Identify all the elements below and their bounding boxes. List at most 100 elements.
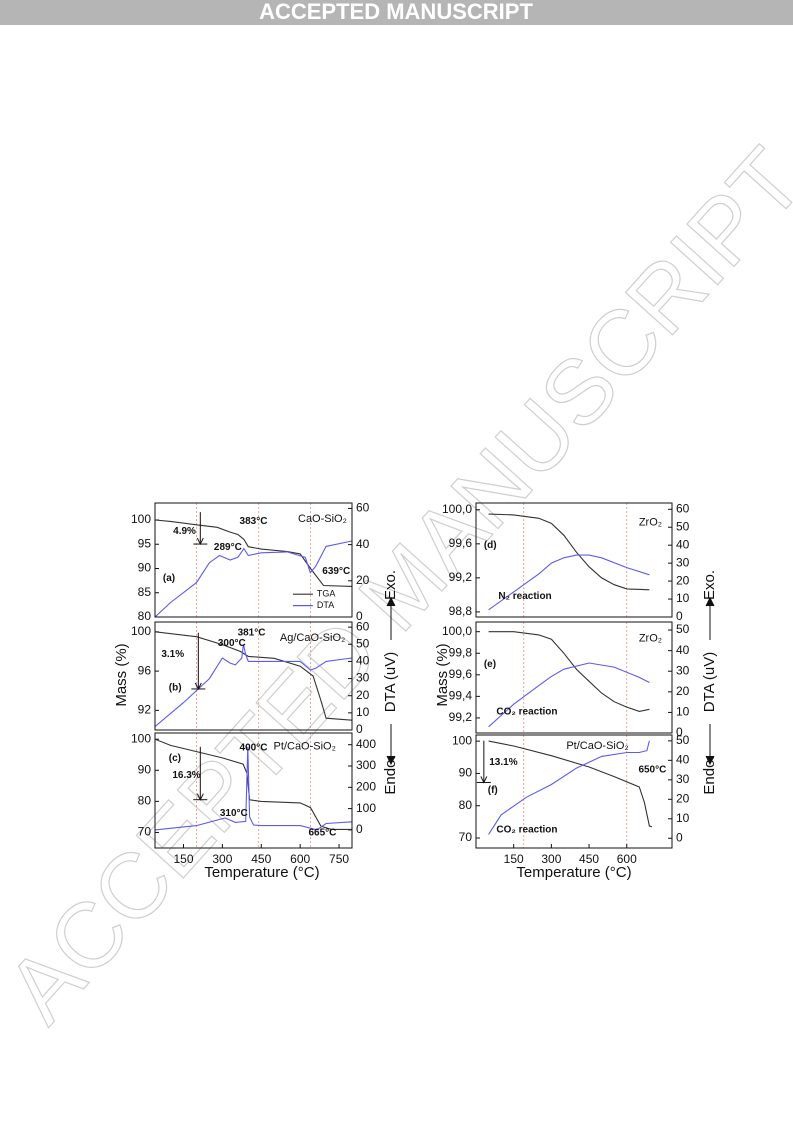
annotation: 650°C: [638, 765, 666, 776]
y2-tick-label: 30: [676, 555, 690, 569]
y-tick-label: 80: [459, 798, 473, 812]
y-tick-label: 99,4: [449, 689, 473, 703]
x-axis-label: Temperature (°C): [204, 864, 319, 881]
annotation: 4.9%: [173, 526, 196, 537]
y2-tick-label: 40: [676, 752, 690, 766]
y2-tick-label: 400: [356, 737, 376, 751]
y2-tick-label: 50: [676, 519, 690, 533]
x-tick-label: 300: [541, 852, 561, 866]
banner: [0, 0, 793, 25]
y2-tick-label: 40: [676, 537, 690, 551]
y2-tick-label: 60: [356, 619, 370, 633]
x-tick-label: 300: [212, 852, 232, 866]
panel-label: (e): [484, 659, 496, 670]
y2-tick-label: 20: [356, 573, 370, 587]
y2-axis-label: DTA (uV): [382, 652, 399, 713]
y-tick-label: 90: [138, 561, 152, 575]
y-tick-label: 99,2: [449, 710, 473, 724]
y-tick-label: 100: [131, 624, 151, 638]
annotation: 3.1%: [161, 649, 184, 660]
y-tick-label: 100,0: [442, 502, 472, 516]
y-tick-label: 100,0: [442, 624, 472, 638]
y-tick-label: 100: [131, 512, 151, 526]
annotation: 13.1%: [489, 757, 517, 768]
panel-title: ZrO₂: [639, 633, 662, 645]
y-tick-label: 92: [138, 703, 152, 717]
y-tick-label: 90: [138, 762, 152, 776]
annotation: CO₂ reaction: [496, 825, 557, 836]
panel-label: (a): [163, 573, 175, 584]
series-line: [155, 746, 352, 831]
x-tick-label: 150: [173, 852, 193, 866]
y2-tick-label: 60: [676, 501, 690, 515]
y2-tick-label: 0: [676, 725, 683, 739]
plot-frame: [475, 734, 673, 849]
annotation: 400°C: [240, 743, 268, 754]
y2-tick-label: 20: [676, 684, 690, 698]
y2-tick-label: 10: [676, 591, 690, 605]
series-line: [488, 740, 650, 835]
series-line: [488, 662, 650, 728]
annotation: 16.3%: [172, 770, 200, 781]
x-tick-label: 600: [617, 852, 637, 866]
x-tick-label: 150: [504, 852, 524, 866]
y2-tick-label: 30: [356, 671, 370, 685]
y2-tick-label: 20: [676, 573, 690, 587]
exo-label: Exo.: [382, 570, 399, 600]
y-tick-label: 95: [138, 536, 152, 550]
series-line: [155, 631, 352, 721]
annotation: 310°C: [220, 808, 248, 819]
y-tick-label: 80: [138, 609, 152, 623]
plot-frame: [475, 621, 673, 734]
annotation: 300°C: [218, 638, 246, 649]
x-tick-label: 450: [579, 852, 599, 866]
y-tick-label: 98,8: [449, 604, 473, 618]
y2-tick-label: 40: [356, 537, 370, 551]
annotation: 665°C: [308, 828, 336, 839]
y2-tick-label: 40: [676, 643, 690, 657]
y-tick-label: 70: [138, 825, 152, 839]
y2-tick-label: 0: [356, 722, 363, 736]
y2-tick-label: 20: [676, 791, 690, 805]
panel-label: (f): [488, 785, 498, 796]
y-tick-label: 99,6: [449, 667, 473, 681]
legend-label: DTA: [317, 600, 334, 610]
y-tick-label: 70: [459, 830, 473, 844]
y2-tick-label: 300: [356, 758, 376, 772]
y-tick-label: 90: [459, 766, 473, 780]
y2-tick-label: 60: [356, 501, 370, 515]
y2-tick-label: 40: [356, 654, 370, 668]
y-tick-label: 96: [138, 663, 152, 677]
y2-tick-label: 200: [356, 779, 376, 793]
endo-label: Endo.: [382, 755, 399, 794]
endo-label: Endo.: [701, 755, 718, 794]
x-tick-label: 600: [290, 852, 310, 866]
y2-tick-label: 10: [356, 705, 370, 719]
legend-label: TGA: [317, 589, 336, 599]
plot-frame: [154, 621, 353, 731]
y2-axis-label: DTA (uV): [701, 652, 718, 713]
y-axis-label: Mass (%): [113, 643, 130, 706]
y-tick-label: 100: [452, 733, 472, 747]
y-tick-label: 100: [131, 731, 151, 745]
plot-frame: [154, 732, 353, 849]
panel-title: CaO-SiO₂: [298, 513, 347, 525]
plot-frame: [154, 502, 353, 618]
y2-tick-label: 50: [676, 622, 690, 636]
series-line: [155, 644, 352, 728]
y2-tick-label: 10: [676, 811, 690, 825]
annotation: 289°C: [214, 542, 242, 553]
panel-label: (b): [169, 683, 182, 694]
y-tick-label: 80: [138, 794, 152, 808]
y-tick-label: 99,8: [449, 645, 473, 659]
y2-tick-label: 0: [356, 822, 363, 836]
panel-title: Ag/CaO-SiO₂: [280, 632, 345, 644]
y2-tick-label: 20: [356, 688, 370, 702]
y-tick-label: 99,2: [449, 570, 473, 584]
y2-tick-label: 30: [676, 663, 690, 677]
series-line: [488, 513, 650, 591]
panel-title: Pt/CaO-SiO₂: [566, 740, 628, 752]
series-line: [488, 554, 650, 611]
x-tick-label: 450: [251, 852, 271, 866]
